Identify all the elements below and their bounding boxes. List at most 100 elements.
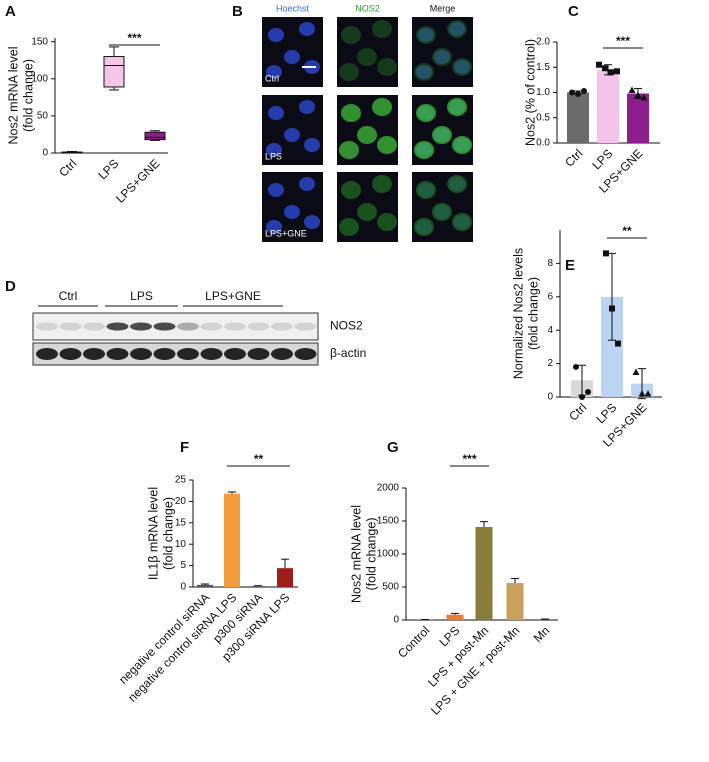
cell-signal xyxy=(447,20,467,38)
nucleus xyxy=(268,28,284,42)
y-tick-label: 1.5 xyxy=(536,62,550,73)
nucleus xyxy=(299,100,315,114)
bar xyxy=(567,92,589,143)
y-tick-label: 2.0 xyxy=(536,37,550,48)
column-label: Hoechst xyxy=(276,3,310,13)
y-tick-label: 500 xyxy=(382,582,399,593)
y-tick-label: 0.0 xyxy=(536,138,550,149)
y-tick-label: 0 xyxy=(180,582,186,593)
x-tick-label: Control xyxy=(395,623,432,660)
column-label: Merge xyxy=(430,3,456,13)
group-label: LPS xyxy=(130,289,153,303)
bar xyxy=(536,619,554,620)
bar xyxy=(446,614,464,620)
cell-signal xyxy=(432,203,452,221)
cell-signal xyxy=(357,126,377,144)
data-point xyxy=(640,94,648,101)
band xyxy=(36,322,58,331)
data-point xyxy=(609,305,615,312)
y-tick-label: 100 xyxy=(31,73,48,84)
box xyxy=(103,56,125,88)
bar xyxy=(224,493,240,587)
data-point xyxy=(628,86,636,93)
band xyxy=(224,322,246,331)
cell-signal xyxy=(432,126,452,144)
cell-signal xyxy=(357,203,377,221)
band xyxy=(271,322,293,331)
y-tick-label: 0 xyxy=(547,392,553,403)
significance-label: *** xyxy=(462,452,476,466)
y-axis-label: Nos2 mRNA level xyxy=(349,505,363,603)
band xyxy=(106,322,129,331)
row-label: LPS xyxy=(265,151,282,161)
cell-signal xyxy=(372,98,392,116)
data-point xyxy=(596,61,602,68)
bar xyxy=(597,69,619,143)
nucleus xyxy=(268,106,284,120)
band xyxy=(294,322,317,331)
y-tick-label: 0 xyxy=(393,615,399,626)
y-tick-label: 50 xyxy=(37,111,49,122)
x-tick-label: Ctrl xyxy=(562,146,585,169)
data-point xyxy=(614,68,620,75)
row-label: LPS+GNE xyxy=(265,228,307,238)
nucleus xyxy=(284,205,300,219)
cell-signal xyxy=(377,136,397,154)
x-tick-label: Ctrl xyxy=(56,156,79,179)
bar xyxy=(475,526,493,620)
band xyxy=(83,322,105,331)
band-label: NOS2 xyxy=(330,319,363,333)
data-point xyxy=(615,340,621,347)
cell-signal xyxy=(372,175,392,193)
cell-signal xyxy=(339,141,359,159)
nucleus xyxy=(266,143,282,157)
cell-signal xyxy=(447,98,467,116)
cell-signal xyxy=(357,48,377,66)
x-tick-label: LPS xyxy=(589,146,615,172)
y-tick-label: 6 xyxy=(547,291,553,302)
band xyxy=(247,348,270,360)
bar xyxy=(601,296,623,397)
bar xyxy=(197,584,213,587)
band xyxy=(59,322,82,331)
x-tick-label: Ctrl xyxy=(566,400,589,423)
y-axis-label: (fold change) xyxy=(526,277,540,350)
nucleus xyxy=(268,183,284,197)
band xyxy=(177,348,199,360)
cell-signal xyxy=(377,213,397,231)
significance-label: *** xyxy=(127,31,141,45)
panel-letter: D xyxy=(5,278,16,295)
band xyxy=(247,322,270,331)
y-tick-label: 1000 xyxy=(377,549,400,560)
significance-label: ** xyxy=(622,224,632,238)
data-point xyxy=(575,91,581,98)
band xyxy=(271,348,293,360)
bar xyxy=(277,568,293,587)
band xyxy=(177,322,199,331)
band xyxy=(153,348,176,360)
y-axis-label: Normalized Nos2 levels xyxy=(511,248,525,379)
data-point xyxy=(585,388,591,395)
cell-signal xyxy=(377,58,397,76)
x-tick-label: LPS xyxy=(95,156,121,182)
data-point xyxy=(579,394,585,400)
y-tick-label: 20 xyxy=(175,496,187,507)
cell-signal xyxy=(432,48,452,66)
band xyxy=(59,348,82,360)
box xyxy=(144,131,166,141)
nucleus xyxy=(266,65,282,79)
cell-signal xyxy=(452,58,472,76)
panel-letter: B xyxy=(232,3,243,20)
y-axis-label: Nos2 (% of control) xyxy=(523,39,537,146)
y-axis-label: Nos2 mRNA level xyxy=(6,47,20,145)
bar xyxy=(506,583,524,620)
cell-signal xyxy=(416,181,436,199)
band xyxy=(106,348,129,360)
column-label: NOS2 xyxy=(355,3,380,13)
cell-signal xyxy=(339,63,359,81)
cell-signal xyxy=(416,104,436,122)
y-tick-label: 0.5 xyxy=(536,112,550,123)
data-point xyxy=(602,65,608,72)
band xyxy=(294,348,317,360)
panel-letter: A xyxy=(5,3,16,20)
